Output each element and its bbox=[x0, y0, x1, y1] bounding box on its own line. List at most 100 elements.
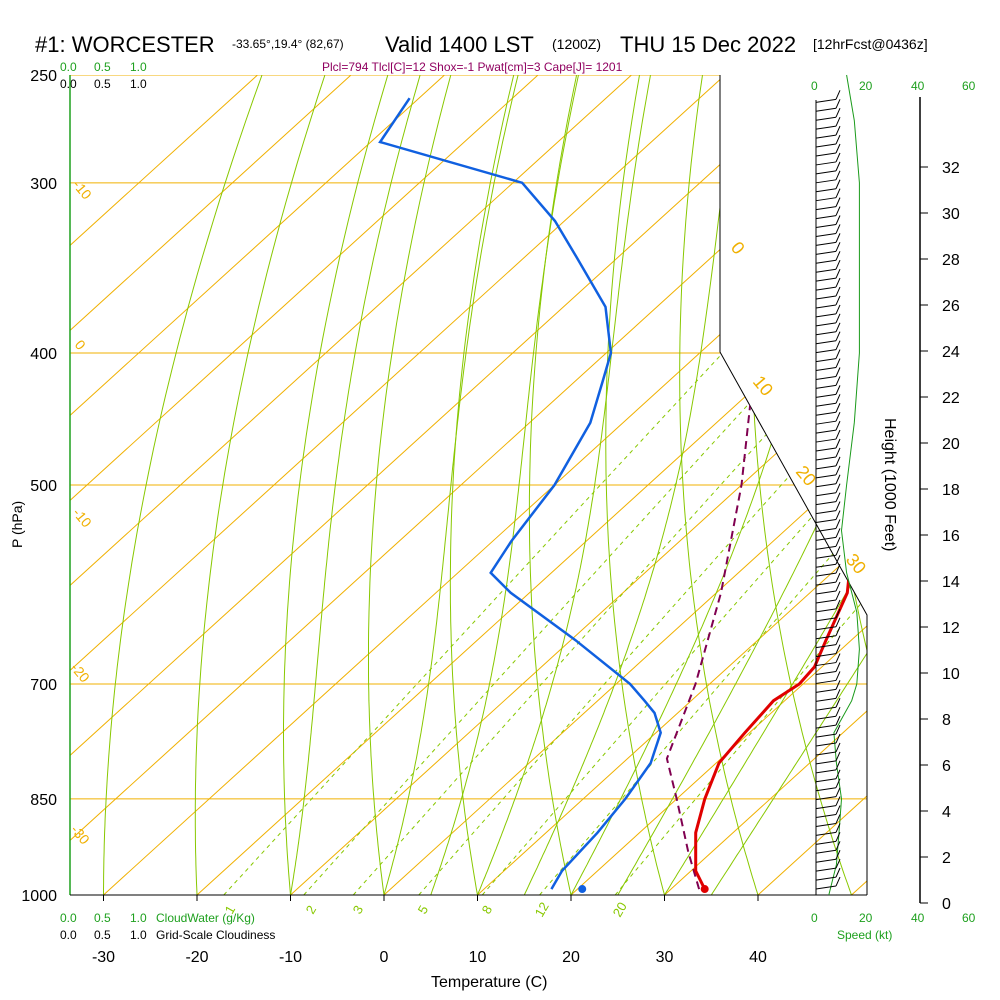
wind-barb-flag bbox=[835, 420, 841, 431]
wind-barb bbox=[815, 617, 837, 622]
wind-barb-flag bbox=[835, 429, 841, 440]
wind-barb bbox=[815, 259, 837, 264]
wind-barb bbox=[815, 179, 837, 184]
wind-barb bbox=[815, 295, 837, 300]
moist-adiabat-line bbox=[617, 75, 867, 895]
surface-dewpoint-dot bbox=[578, 885, 587, 894]
wind-barb-flag bbox=[835, 349, 841, 359]
mixing-ratio-label: 5 bbox=[415, 903, 432, 917]
wind-barb bbox=[815, 161, 837, 166]
wind-barb bbox=[815, 465, 837, 470]
mixing-ratio-label: 20 bbox=[610, 899, 630, 919]
cloudiness-tick-top-1: 0.5 bbox=[94, 77, 111, 91]
moist-adiabat-line bbox=[383, 75, 519, 895]
wind-barb bbox=[815, 98, 837, 103]
wind-barb bbox=[815, 840, 837, 845]
isotherm-line bbox=[851, 75, 867, 895]
cloudwater-label: CloudWater (g/Kg) bbox=[156, 911, 255, 925]
wind-barb bbox=[815, 349, 837, 354]
speed-tick-top-0: 0 bbox=[811, 79, 818, 93]
wind-barb bbox=[815, 197, 837, 202]
wind-barb-flag bbox=[835, 411, 841, 422]
surface-temperature-dot bbox=[700, 885, 709, 894]
cloudwater-tick-bottom-0: 0.0 bbox=[60, 911, 77, 925]
height-tick-label: 22 bbox=[942, 390, 960, 407]
wind-barb-flag bbox=[835, 528, 841, 538]
wind-barb-flag bbox=[835, 170, 841, 181]
wind-barb bbox=[815, 519, 837, 524]
chart-title: #1: WORCESTER bbox=[35, 32, 215, 57]
wind-barb-flag bbox=[835, 706, 841, 717]
wind-barb bbox=[815, 340, 837, 345]
dry-adiabat-line bbox=[449, 75, 515, 895]
wind-barb bbox=[815, 125, 837, 130]
wind-barb bbox=[815, 733, 837, 738]
wind-barb bbox=[815, 313, 837, 318]
mixing-ratio-label: 3 bbox=[350, 903, 367, 917]
wind-barb bbox=[815, 822, 837, 827]
cloudiness-tick-bottom-1: 0.5 bbox=[94, 928, 111, 942]
wind-barb bbox=[815, 268, 837, 273]
x-tick-label: 20 bbox=[562, 949, 580, 966]
wind-panel bbox=[815, 74, 860, 896]
wind-barb bbox=[815, 778, 837, 783]
wind-barb-flag bbox=[835, 340, 841, 350]
wind-barb-flag bbox=[835, 251, 841, 261]
wind-barb-flag bbox=[835, 90, 841, 100]
wind-barb-flag bbox=[835, 438, 841, 449]
pressure-tick-label: 850 bbox=[30, 792, 57, 809]
wind-barb bbox=[815, 331, 837, 336]
height-tick-label: 6 bbox=[942, 758, 951, 775]
wind-barb bbox=[815, 608, 837, 613]
x-tick-label: 30 bbox=[656, 949, 674, 966]
wind-barb bbox=[815, 447, 837, 452]
wind-barb bbox=[815, 885, 837, 890]
speed-tick-bottom-1: 20 bbox=[859, 911, 873, 925]
wind-barb-flag bbox=[835, 277, 841, 288]
wind-barb-flag bbox=[835, 197, 841, 207]
height-tick-label: 2 bbox=[942, 850, 951, 867]
wind-barb bbox=[815, 492, 837, 497]
speed-tick-bottom-3: 60 bbox=[962, 911, 976, 925]
wind-barb bbox=[815, 563, 837, 568]
wind-barb-flag bbox=[835, 608, 841, 619]
moist-adiabat-line bbox=[290, 75, 421, 895]
isotherm-label: 10 bbox=[749, 372, 777, 400]
x-tick-label: -30 bbox=[92, 949, 115, 966]
wind-barb-flag bbox=[835, 322, 841, 332]
wind-barb bbox=[815, 134, 837, 139]
wind-barb-flag bbox=[835, 546, 841, 556]
wind-barb-flag bbox=[835, 671, 841, 681]
wind-barb bbox=[815, 277, 837, 282]
wind-barb-flag bbox=[835, 599, 841, 610]
cloudiness-label: Grid-Scale Cloudiness bbox=[156, 928, 275, 942]
wind-barb bbox=[815, 599, 837, 604]
wind-speed-line bbox=[828, 74, 860, 896]
height-tick-label: 0 bbox=[942, 896, 951, 913]
wind-barb bbox=[815, 635, 837, 640]
chart-params: Plcl=794 Tlcl[C]=12 Shox=-1 Pwat[cm]=3 C… bbox=[322, 60, 623, 74]
wind-barb-flag bbox=[835, 134, 841, 145]
wind-barb-flag bbox=[835, 313, 841, 324]
pressure-tick-label: 1000 bbox=[21, 888, 57, 905]
isotherm-line bbox=[70, 75, 819, 895]
wind-barb bbox=[815, 510, 837, 515]
wind-barb-flag bbox=[835, 403, 841, 413]
height-tick-label: 20 bbox=[942, 436, 960, 453]
wind-barb bbox=[815, 527, 837, 532]
wind-barb-flag bbox=[835, 787, 841, 797]
wind-barb bbox=[815, 545, 837, 550]
wind-barb bbox=[815, 241, 837, 246]
wind-barb-flag bbox=[835, 563, 841, 574]
wind-barb bbox=[815, 384, 837, 389]
wind-barb-flag bbox=[835, 367, 841, 377]
wind-barb bbox=[815, 590, 837, 595]
mixing-ratio-line bbox=[418, 352, 867, 895]
x-tick-label: 0 bbox=[380, 949, 389, 966]
dry-adiabat-line bbox=[605, 75, 665, 895]
mixing-ratio-line bbox=[614, 352, 867, 895]
wind-barb bbox=[815, 170, 837, 175]
height-tick-label: 28 bbox=[942, 252, 960, 269]
